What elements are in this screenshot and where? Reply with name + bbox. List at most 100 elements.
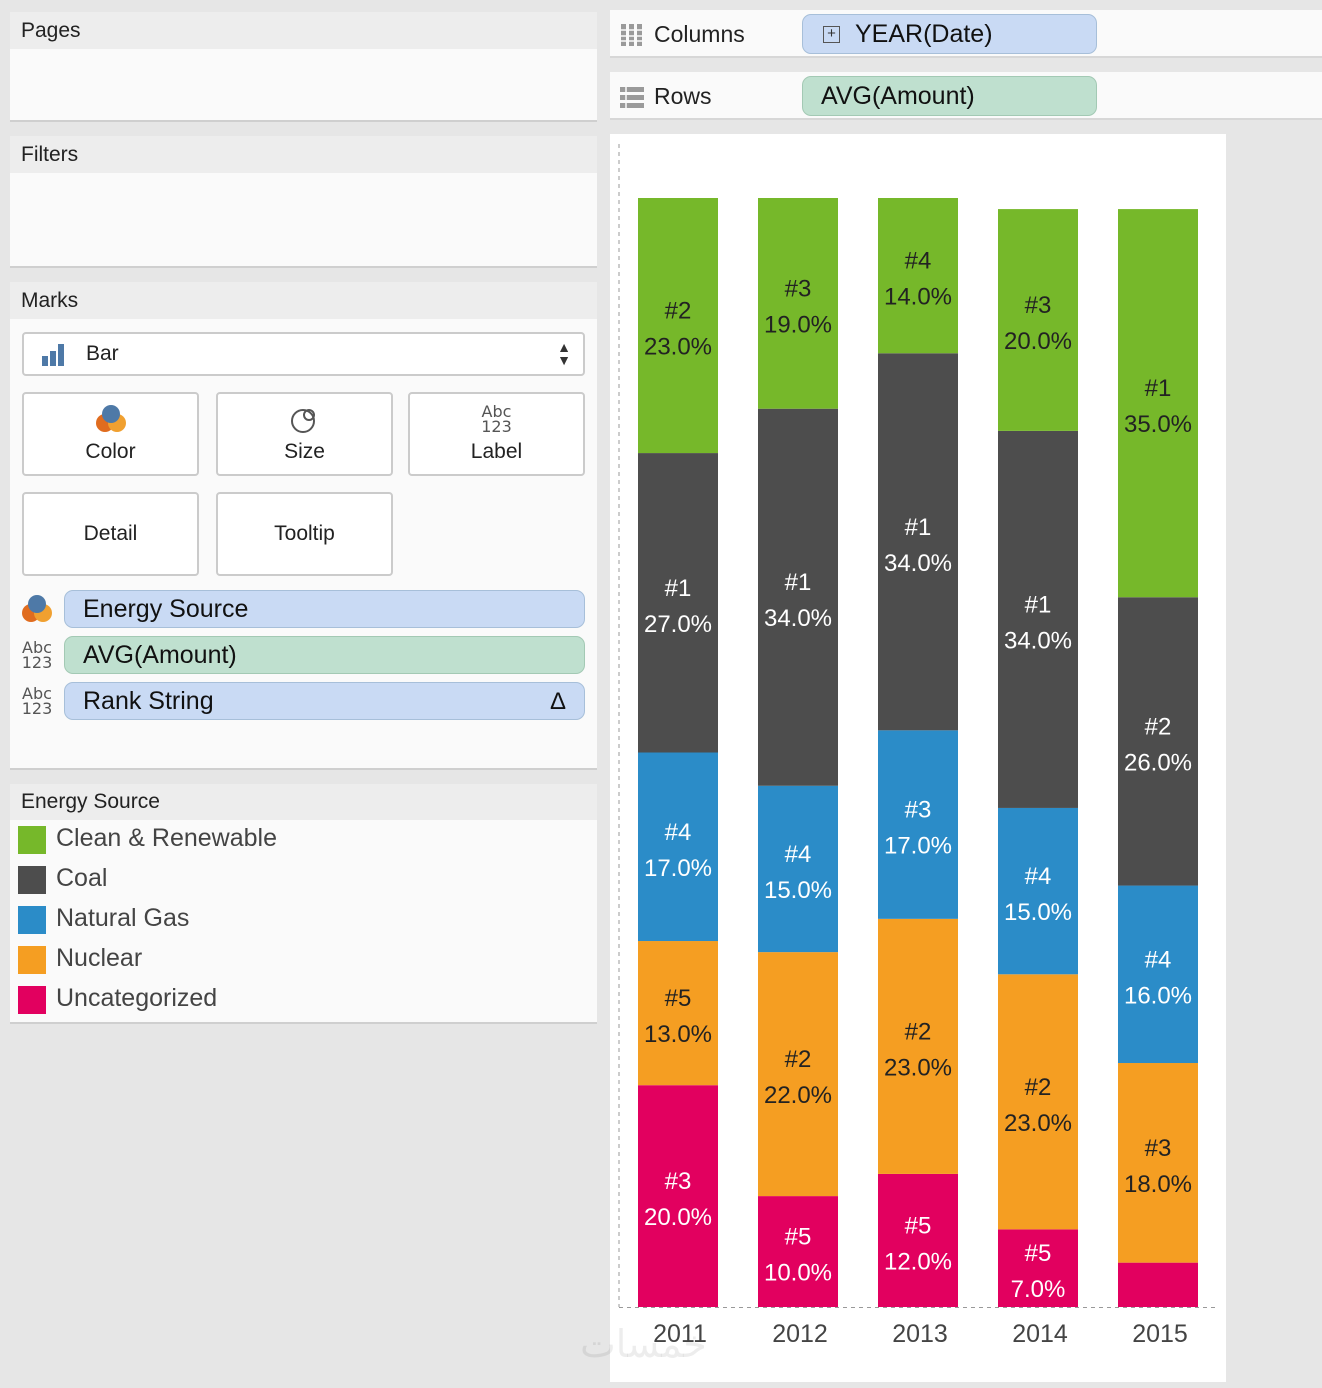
avg-amount-pill[interactable]: AVG(Amount) [64, 636, 585, 674]
bar-segment[interactable] [638, 941, 718, 1086]
bar-segment[interactable] [638, 1085, 718, 1307]
data-label: #2 23.0% [644, 298, 712, 361]
bar-segment[interactable] [878, 353, 958, 731]
bar-segment[interactable] [1118, 209, 1198, 598]
bar-segment[interactable] [1118, 1262, 1198, 1307]
data-label: #2 23.0% [884, 1018, 952, 1081]
data-label: #1 34.0% [1004, 591, 1072, 654]
watermark: خمسات [580, 1322, 707, 1366]
label-abc-icon: Abc 123 [21, 684, 53, 718]
filters-card[interactable]: Filters [10, 136, 597, 268]
energy-source-pill[interactable]: Energy Source [64, 590, 585, 628]
bar-segment[interactable] [758, 408, 838, 786]
legend-swatch [18, 906, 46, 934]
label-abc-icon: Abc 123 [481, 402, 512, 436]
data-label: #4 15.0% [1004, 863, 1072, 926]
x-tick-label: 2014 [1012, 1320, 1068, 1348]
color-button[interactable]: Color [22, 392, 199, 476]
size-button[interactable]: Size [216, 392, 393, 476]
data-label: #2 22.0% [764, 1046, 832, 1109]
bar-segment[interactable] [998, 1229, 1078, 1307]
legend-label: Natural Gas [56, 904, 190, 932]
bar-segment[interactable] [758, 785, 838, 953]
bar-segment[interactable] [998, 430, 1078, 808]
data-label: #4 15.0% [764, 841, 832, 904]
legend-label: Nuclear [56, 944, 143, 972]
data-label: #5 13.0% [644, 985, 712, 1048]
legend-swatch [18, 986, 46, 1014]
label-label: Label [470, 440, 523, 463]
energy-source-legend: Energy Source Clean & Renewable Coal Natur… [10, 784, 597, 1024]
data-label: #2 26.0% [1124, 713, 1192, 776]
data-label: #3 20.0% [644, 1168, 712, 1231]
rows-shelf: Rows AVG(Amount) [610, 72, 1322, 120]
legend-label: Uncategorized [56, 984, 218, 1012]
bar-segment[interactable] [878, 198, 958, 354]
bar-segment[interactable] [878, 918, 958, 1174]
chart-area: #3 20.0% #5 13.0% #4 17.0% #1 27.0% #2 23.0% 2011 #… [610, 134, 1226, 1382]
data-label: #5 10.0% [764, 1224, 832, 1287]
data-label: #2 23.0% [1004, 1074, 1072, 1137]
year-date-pill[interactable]: + YEAR(Date) [802, 14, 1097, 54]
data-label: #1 34.0% [764, 569, 832, 632]
pages-title: Pages [10, 12, 597, 49]
bar-segment[interactable] [878, 730, 958, 919]
detail-button[interactable]: Detail [22, 492, 199, 576]
legend-swatch [18, 866, 46, 894]
columns-shelf: Columns + YEAR(Date) [610, 10, 1322, 58]
bar-segment[interactable] [1118, 597, 1198, 886]
legend-swatch [18, 946, 46, 974]
legend-label: Coal [56, 864, 108, 892]
bar-segment[interactable] [1118, 885, 1198, 1064]
data-label: #4 14.0% [884, 248, 952, 311]
label-abc-icon: Abc 123 [21, 638, 53, 672]
bar-segment[interactable] [878, 1173, 958, 1307]
data-label: #4 17.0% [644, 819, 712, 882]
data-label: #3 19.0% [764, 275, 832, 338]
bar-segment[interactable] [758, 1196, 838, 1307]
rows-label: Rows [654, 83, 712, 109]
legend-swatch [18, 826, 46, 854]
rank-string-field-row: Abc 123 Rank String Δ [20, 682, 585, 722]
x-tick-label: 2012 [772, 1320, 828, 1348]
data-label: #1 27.0% [644, 575, 712, 638]
marks-title: Marks [10, 282, 597, 319]
data-label: #4 16.0% [1124, 946, 1192, 1009]
legend-label: Clean & Renewable [56, 824, 277, 852]
pages-card[interactable]: Pages [10, 12, 597, 122]
color-icon [22, 595, 52, 622]
bar-segment[interactable] [998, 807, 1078, 975]
label-button[interactable]: Abc 123 Label [408, 392, 585, 476]
bar-segment[interactable] [638, 198, 718, 454]
marks-card: Marks Bar ▲ ▼ Color Size Abc 123 Label Det… [10, 282, 597, 770]
tooltip-button[interactable]: Tooltip [216, 492, 393, 576]
legend-title: Energy Source [10, 784, 597, 820]
bar-segment[interactable] [758, 952, 838, 1197]
columns-label: Columns [654, 21, 745, 47]
x-tick-label: 2011 [653, 1320, 707, 1348]
expand-plus-icon[interactable]: + [823, 26, 840, 43]
x-tick-label: 2013 [892, 1320, 948, 1348]
size-label: Size [284, 440, 325, 463]
size-icon [290, 409, 315, 433]
mark-type-dropdown[interactable]: Bar ▲ ▼ [22, 332, 585, 376]
data-label: #1 34.0% [884, 514, 952, 577]
bar-segment[interactable] [638, 752, 718, 942]
tooltip-label: Tooltip [274, 522, 335, 545]
data-label: #5 7.0% [1011, 1240, 1066, 1303]
energy-source-field-row: Energy Source [20, 590, 585, 630]
bar-segment[interactable] [638, 453, 718, 753]
bar-segment[interactable] [758, 198, 838, 409]
chevron-updown-icon: ▲ ▼ [557, 339, 571, 368]
bar-segment[interactable] [1118, 1063, 1198, 1263]
bar-segment[interactable] [998, 974, 1078, 1230]
rank-string-pill[interactable]: Rank String Δ [64, 682, 585, 720]
filters-title: Filters [10, 136, 597, 173]
delta-icon: Δ [549, 688, 566, 715]
stacked-bar-chart: #3 20.0% #5 13.0% #4 17.0% #1 27.0% #2 23.0% 2011 #… [618, 144, 1218, 1348]
bar-chart-icon [40, 344, 70, 366]
bar-segment[interactable] [998, 209, 1078, 431]
avg-amount-rows-pill[interactable]: AVG(Amount) [802, 76, 1097, 116]
detail-label: Detail [83, 522, 138, 545]
color-icon [95, 405, 126, 432]
